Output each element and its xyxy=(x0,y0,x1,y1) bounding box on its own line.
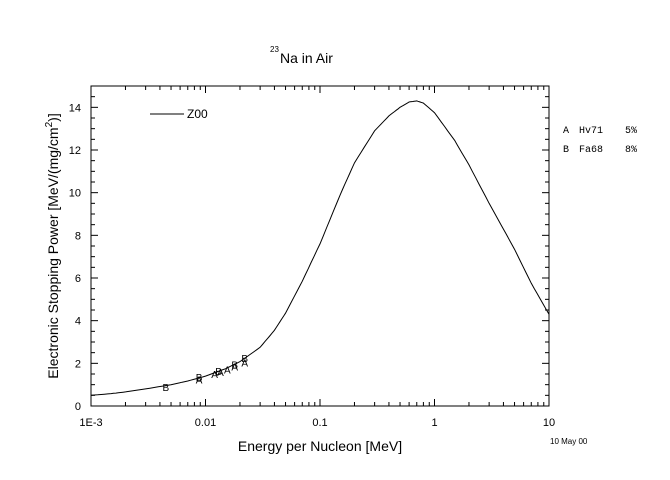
x-tick-label: 10 xyxy=(543,417,555,429)
chart-title: Na in Air xyxy=(280,50,333,66)
y-tick-label: 6 xyxy=(75,273,81,285)
series-line-z00 xyxy=(90,100,550,396)
data-point-b: B xyxy=(231,360,238,371)
data-point-a: A xyxy=(217,368,224,379)
data-point-b: B xyxy=(196,373,203,384)
date-stamp: 10 May 00 xyxy=(550,437,588,446)
data-point-b: B xyxy=(162,383,169,394)
x-tick-label: 1E-3 xyxy=(79,417,102,429)
ref-error: 5% xyxy=(625,126,637,137)
data-point-b: B xyxy=(241,354,248,365)
data-point-b: B xyxy=(215,367,222,378)
title-isotope-superscript: 23 xyxy=(270,45,279,54)
x-tick-label: 0.01 xyxy=(195,417,216,429)
y-tick-label: 0 xyxy=(75,401,81,413)
data-point-a: A xyxy=(224,366,231,377)
y-axis-label: Electronic Stopping Power [MeV/(mg/cm2)] xyxy=(44,113,61,378)
x-tick-labels: 1E-3 0.01 0.1 1 10 xyxy=(79,417,555,429)
ref-code: A xyxy=(563,126,569,137)
ref-source: Hv71 xyxy=(579,126,603,137)
ref-code: B xyxy=(563,145,569,156)
x-tick-label: 1 xyxy=(431,417,437,429)
reference-legend: A Hv71 5% B Fa68 8% xyxy=(563,126,637,156)
ref-source: Fa68 xyxy=(579,145,603,156)
legend-label-z00: Z00 xyxy=(187,107,208,121)
axis-ticks xyxy=(90,85,549,407)
y-tick-labels: 0 2 4 6 8 10 12 14 xyxy=(69,102,81,413)
y-tick-label: 10 xyxy=(69,188,81,200)
data-point-a: A xyxy=(231,363,238,374)
x-tick-label: 0.1 xyxy=(312,417,327,429)
data-point-a: A xyxy=(196,375,203,386)
svg-text:Electronic Stopping Power [MeV: Electronic Stopping Power [MeV/(mg/cm2)] xyxy=(44,113,61,378)
ref-error: 8% xyxy=(625,145,637,156)
data-point-a: A xyxy=(211,370,218,381)
y-tick-label: 4 xyxy=(75,316,81,328)
plot-frame xyxy=(90,85,550,407)
y-tick-label: 8 xyxy=(75,230,81,242)
y-axis-label-superscript: 2 xyxy=(44,121,55,127)
y-axis-label-end: )] xyxy=(45,113,61,122)
y-axis-label-main: Electronic Stopping Power [MeV/(mg/cm xyxy=(45,127,61,378)
y-tick-label: 14 xyxy=(69,102,81,114)
y-tick-label: 2 xyxy=(75,358,81,370)
data-point-a: A xyxy=(241,358,248,369)
y-tick-label: 12 xyxy=(69,145,81,157)
x-axis-label: Energy per Nucleon [MeV] xyxy=(238,438,402,454)
